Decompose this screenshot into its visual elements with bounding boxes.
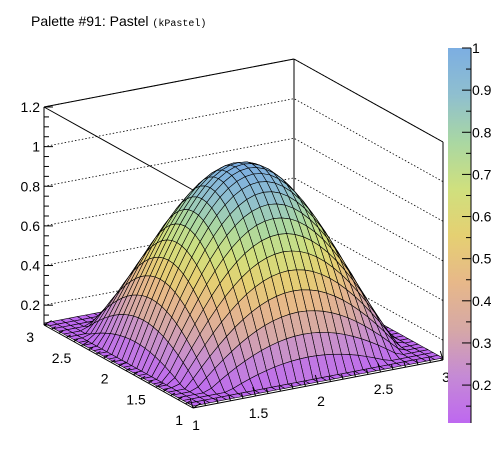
- y-axis-tick: [177, 396, 183, 401]
- x-axis-tick: [391, 364, 394, 370]
- chart-title-text: Palette #91: Pastel: [31, 13, 149, 29]
- x-axis-tick: [341, 374, 344, 380]
- y-tick-label: 1.5: [126, 391, 146, 407]
- x-tick-label: 2: [317, 393, 325, 409]
- y-axis-tick: [88, 346, 94, 351]
- x-axis-tick: [428, 357, 431, 363]
- x-axis-tick: [377, 362, 381, 373]
- colorbar-tick-label: 0.7: [472, 166, 492, 182]
- y-axis-tick: [103, 355, 109, 359]
- colorbar-tick-label: 0.4: [472, 293, 492, 309]
- y-axis-tick: [110, 359, 116, 363]
- colorbar-tick-label: 0.2: [472, 377, 492, 393]
- chart-title-suffix: (kPastel): [152, 19, 207, 30]
- y-tick-label: 2: [101, 371, 109, 387]
- colorbar-tick-label: 0.6: [472, 209, 492, 225]
- y-tick-label: 3: [26, 329, 34, 345]
- frame-edge-7: [43, 106, 194, 191]
- x-axis-tick: [216, 398, 219, 404]
- z-tick-label: 0.2: [21, 297, 41, 313]
- x-axis-tick: [303, 381, 306, 387]
- y-axis: 1 1.5 2 2.5 3: [26, 320, 201, 428]
- grid-line-z-1: [43, 217, 444, 301]
- colorbar-rect: [448, 48, 471, 423]
- x-axis-tick: [291, 383, 294, 389]
- x-axis: 1 1.5 2 2.5 3: [189, 350, 450, 433]
- x-axis-tick: [416, 359, 419, 365]
- y-axis-tick: [73, 338, 79, 343]
- x-axis-tick: [439, 350, 444, 361]
- x-axis-tick: [266, 388, 269, 394]
- y-axis-tick: [80, 340, 90, 347]
- z-tick-label: 1: [32, 139, 40, 155]
- z-tick-label: 0.4: [21, 258, 41, 274]
- chart-title: Palette #91: Pastel (kPastel): [31, 13, 206, 30]
- colorbar-tick-label: 0.3: [472, 335, 492, 351]
- y-axis-tick: [148, 380, 153, 384]
- x-axis-tick: [278, 386, 281, 392]
- grid-line-z-4: [43, 98, 444, 182]
- z-tick-label: 0.6: [21, 218, 41, 234]
- x-axis-tick: [403, 362, 406, 368]
- y-axis-tick: [66, 334, 71, 338]
- x-tick-label: 1: [192, 417, 200, 433]
- x-axis-tick: [189, 398, 194, 409]
- x-axis-tick: [353, 371, 356, 377]
- colorbar-tick-label: 1: [472, 40, 480, 56]
- x-tick-label: 3: [442, 369, 450, 385]
- colorbar: 0.2 0.3 0.4 0.5 0.6 0.7 0.8 0.9 1: [448, 40, 492, 423]
- z-tick-label: 0.8: [21, 178, 41, 194]
- x-axis-tick: [241, 393, 244, 399]
- y-axis-tick: [185, 400, 191, 405]
- colorbar-tick-label: 0.9: [472, 82, 492, 98]
- y-tick-label: 1: [175, 412, 183, 428]
- x-axis-tick: [252, 386, 256, 397]
- y-axis-tick: [140, 376, 146, 380]
- grid-line-z-3: [43, 137, 444, 222]
- grid-line-z-2: [43, 177, 444, 262]
- x-axis-tick: [314, 374, 319, 385]
- x-tick-label: 2.5: [374, 381, 394, 397]
- y-axis-tick: [133, 371, 138, 376]
- surface-mesh: [43, 161, 444, 407]
- z-tick-label: 1.2: [21, 99, 41, 115]
- grid-line-z-5: [43, 58, 444, 143]
- x-axis-tick: [228, 395, 231, 401]
- y-axis-tick: [118, 361, 127, 367]
- y-axis-tick: [58, 330, 64, 334]
- x-axis-tick: [366, 369, 369, 375]
- y-axis-tick: [51, 326, 56, 330]
- y-axis-tick: [192, 403, 201, 409]
- y-axis-tick: [125, 367, 131, 372]
- y-axis-tick: [155, 382, 164, 388]
- y-axis-tick: [162, 388, 168, 392]
- colorbar-tick-label: 0.8: [472, 124, 492, 140]
- z-axis: 0.2 0.4 0.6 0.8 1 1.2: [21, 99, 53, 326]
- y-tick-label: 2.5: [52, 350, 72, 366]
- y-axis-tick: [43, 320, 52, 326]
- x-axis-tick: [203, 400, 206, 406]
- y-axis-tick: [170, 392, 176, 396]
- colorbar-tick-label: 0.5: [472, 251, 492, 267]
- x-tick-label: 1.5: [249, 405, 269, 421]
- y-axis-tick: [95, 351, 101, 355]
- x-axis-tick: [328, 376, 331, 382]
